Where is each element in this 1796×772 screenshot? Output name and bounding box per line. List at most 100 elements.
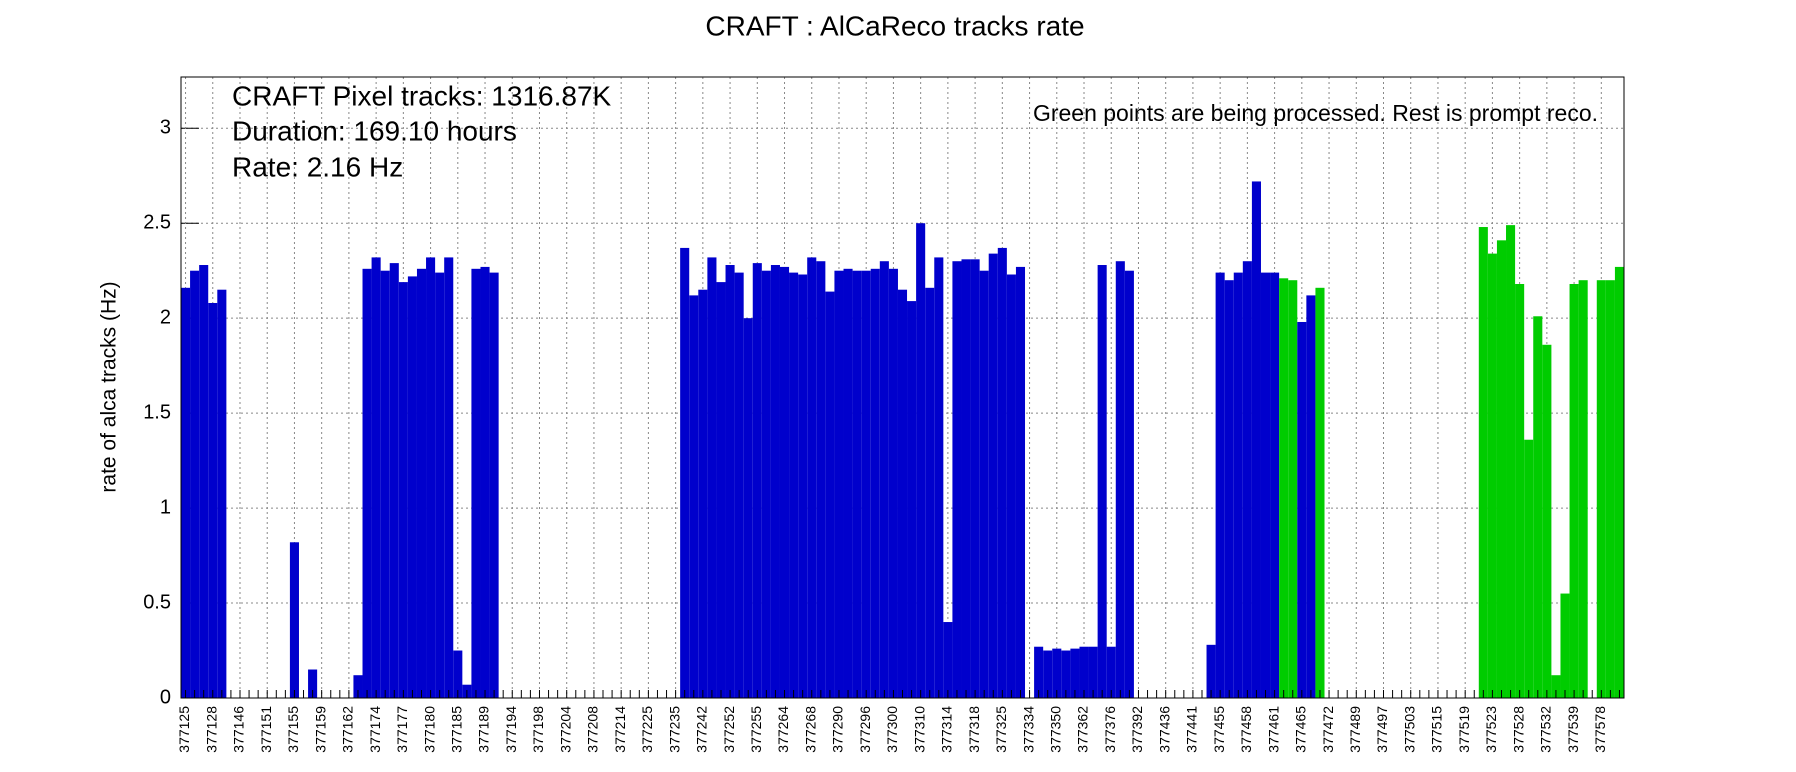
bar <box>997 247 1007 699</box>
x-tick-label: 377392 <box>1129 706 1145 753</box>
bar <box>716 282 726 698</box>
bar <box>426 257 436 698</box>
bar <box>988 253 998 698</box>
bar <box>1605 280 1615 698</box>
bar <box>1006 274 1016 698</box>
bar <box>362 268 372 698</box>
bar <box>961 259 971 698</box>
bar <box>1487 253 1497 698</box>
x-tick-label: 377436 <box>1156 706 1172 753</box>
x-tick-label: 377225 <box>639 706 655 753</box>
bar <box>1070 648 1080 698</box>
x-tick-label: 377334 <box>1020 706 1036 753</box>
bar <box>217 289 227 698</box>
x-tick-label: 377268 <box>802 706 818 753</box>
x-tick-label: 377523 <box>1483 706 1499 753</box>
plot-frame <box>180 76 1625 699</box>
bar <box>916 223 926 698</box>
x-tick-label: 377235 <box>666 706 682 753</box>
bar <box>979 270 989 698</box>
bar <box>879 261 889 698</box>
x-tick-label: 377159 <box>312 706 328 753</box>
bar <box>1115 261 1125 698</box>
bar <box>1097 265 1107 698</box>
annotation: Green points are being processed. Rest i… <box>1033 100 1598 126</box>
bar <box>825 291 835 698</box>
bar <box>734 272 744 698</box>
y-tick-label: 2.5 <box>143 212 171 234</box>
x-tick-label: 377376 <box>1102 706 1118 753</box>
bar <box>1596 280 1606 698</box>
bar <box>1560 593 1570 698</box>
bar <box>1206 644 1216 698</box>
x-tick-label: 377204 <box>557 706 573 753</box>
bar <box>435 272 445 698</box>
bar <box>752 263 762 698</box>
bar <box>925 287 935 698</box>
x-tick-label: 377455 <box>1211 706 1227 753</box>
x-tick-label: 377264 <box>775 706 791 753</box>
x-tick-label: 377325 <box>993 706 1009 753</box>
x-tick-label: 377441 <box>1184 706 1200 753</box>
bar <box>1551 675 1561 698</box>
bar <box>698 289 708 698</box>
bar <box>289 542 299 698</box>
x-tick-label: 377300 <box>884 706 900 753</box>
bar <box>1288 280 1298 698</box>
y-tick-label: 2 <box>160 306 171 328</box>
bar <box>779 266 790 698</box>
x-tick-label: 377185 <box>449 706 465 753</box>
bar <box>1533 316 1543 698</box>
x-tick-label: 377189 <box>476 706 492 753</box>
x-tick-label: 377528 <box>1510 706 1526 753</box>
bar <box>761 270 771 698</box>
bar <box>1251 181 1261 699</box>
bar <box>489 272 499 698</box>
bar <box>1506 225 1516 699</box>
x-tick-label: 377296 <box>857 706 873 753</box>
bar <box>1496 240 1507 698</box>
x-tick-label: 377174 <box>367 706 383 753</box>
x-tick-label: 377194 <box>503 706 519 753</box>
bar <box>861 270 871 698</box>
x-tick-label: 377539 <box>1565 706 1581 753</box>
bar <box>725 265 735 698</box>
x-tick-label: 377162 <box>340 706 356 753</box>
x-tick-label: 377472 <box>1320 706 1336 753</box>
bar <box>807 257 817 698</box>
bar <box>416 268 427 698</box>
bar <box>407 276 417 698</box>
bar <box>770 265 780 698</box>
bar <box>816 261 826 698</box>
bar <box>680 247 690 699</box>
bar <box>1578 280 1588 698</box>
bar <box>453 650 463 698</box>
bar <box>1270 272 1280 698</box>
y-tick-label: 3 <box>160 117 171 139</box>
bar <box>208 302 218 698</box>
x-tick-label: 377155 <box>285 706 301 753</box>
bar <box>1015 266 1026 698</box>
x-tick-label: 377519 <box>1456 706 1472 753</box>
bar <box>398 282 408 698</box>
bar <box>1061 650 1071 698</box>
x-tick-label: 377125 <box>176 706 192 753</box>
x-tick-label: 377128 <box>203 706 219 753</box>
bar <box>1215 272 1225 698</box>
bar <box>834 270 844 698</box>
bar <box>843 268 853 698</box>
x-tick-label: 377290 <box>830 706 846 753</box>
x-tick-label: 377180 <box>421 706 437 753</box>
bar <box>380 270 390 698</box>
bar <box>1297 321 1307 698</box>
bar <box>1478 227 1488 698</box>
bar <box>907 301 917 698</box>
annotation: CRAFT Pixel tracks: 1316.87K <box>232 80 612 111</box>
x-tick-label: 377461 <box>1265 706 1281 753</box>
y-tick-label: 1.5 <box>143 401 171 423</box>
bar <box>471 268 481 698</box>
x-tick-label: 377255 <box>748 706 764 753</box>
bar <box>1233 272 1243 698</box>
y-tick-label: 0.5 <box>143 591 171 613</box>
x-tick-label: 377458 <box>1238 706 1254 753</box>
